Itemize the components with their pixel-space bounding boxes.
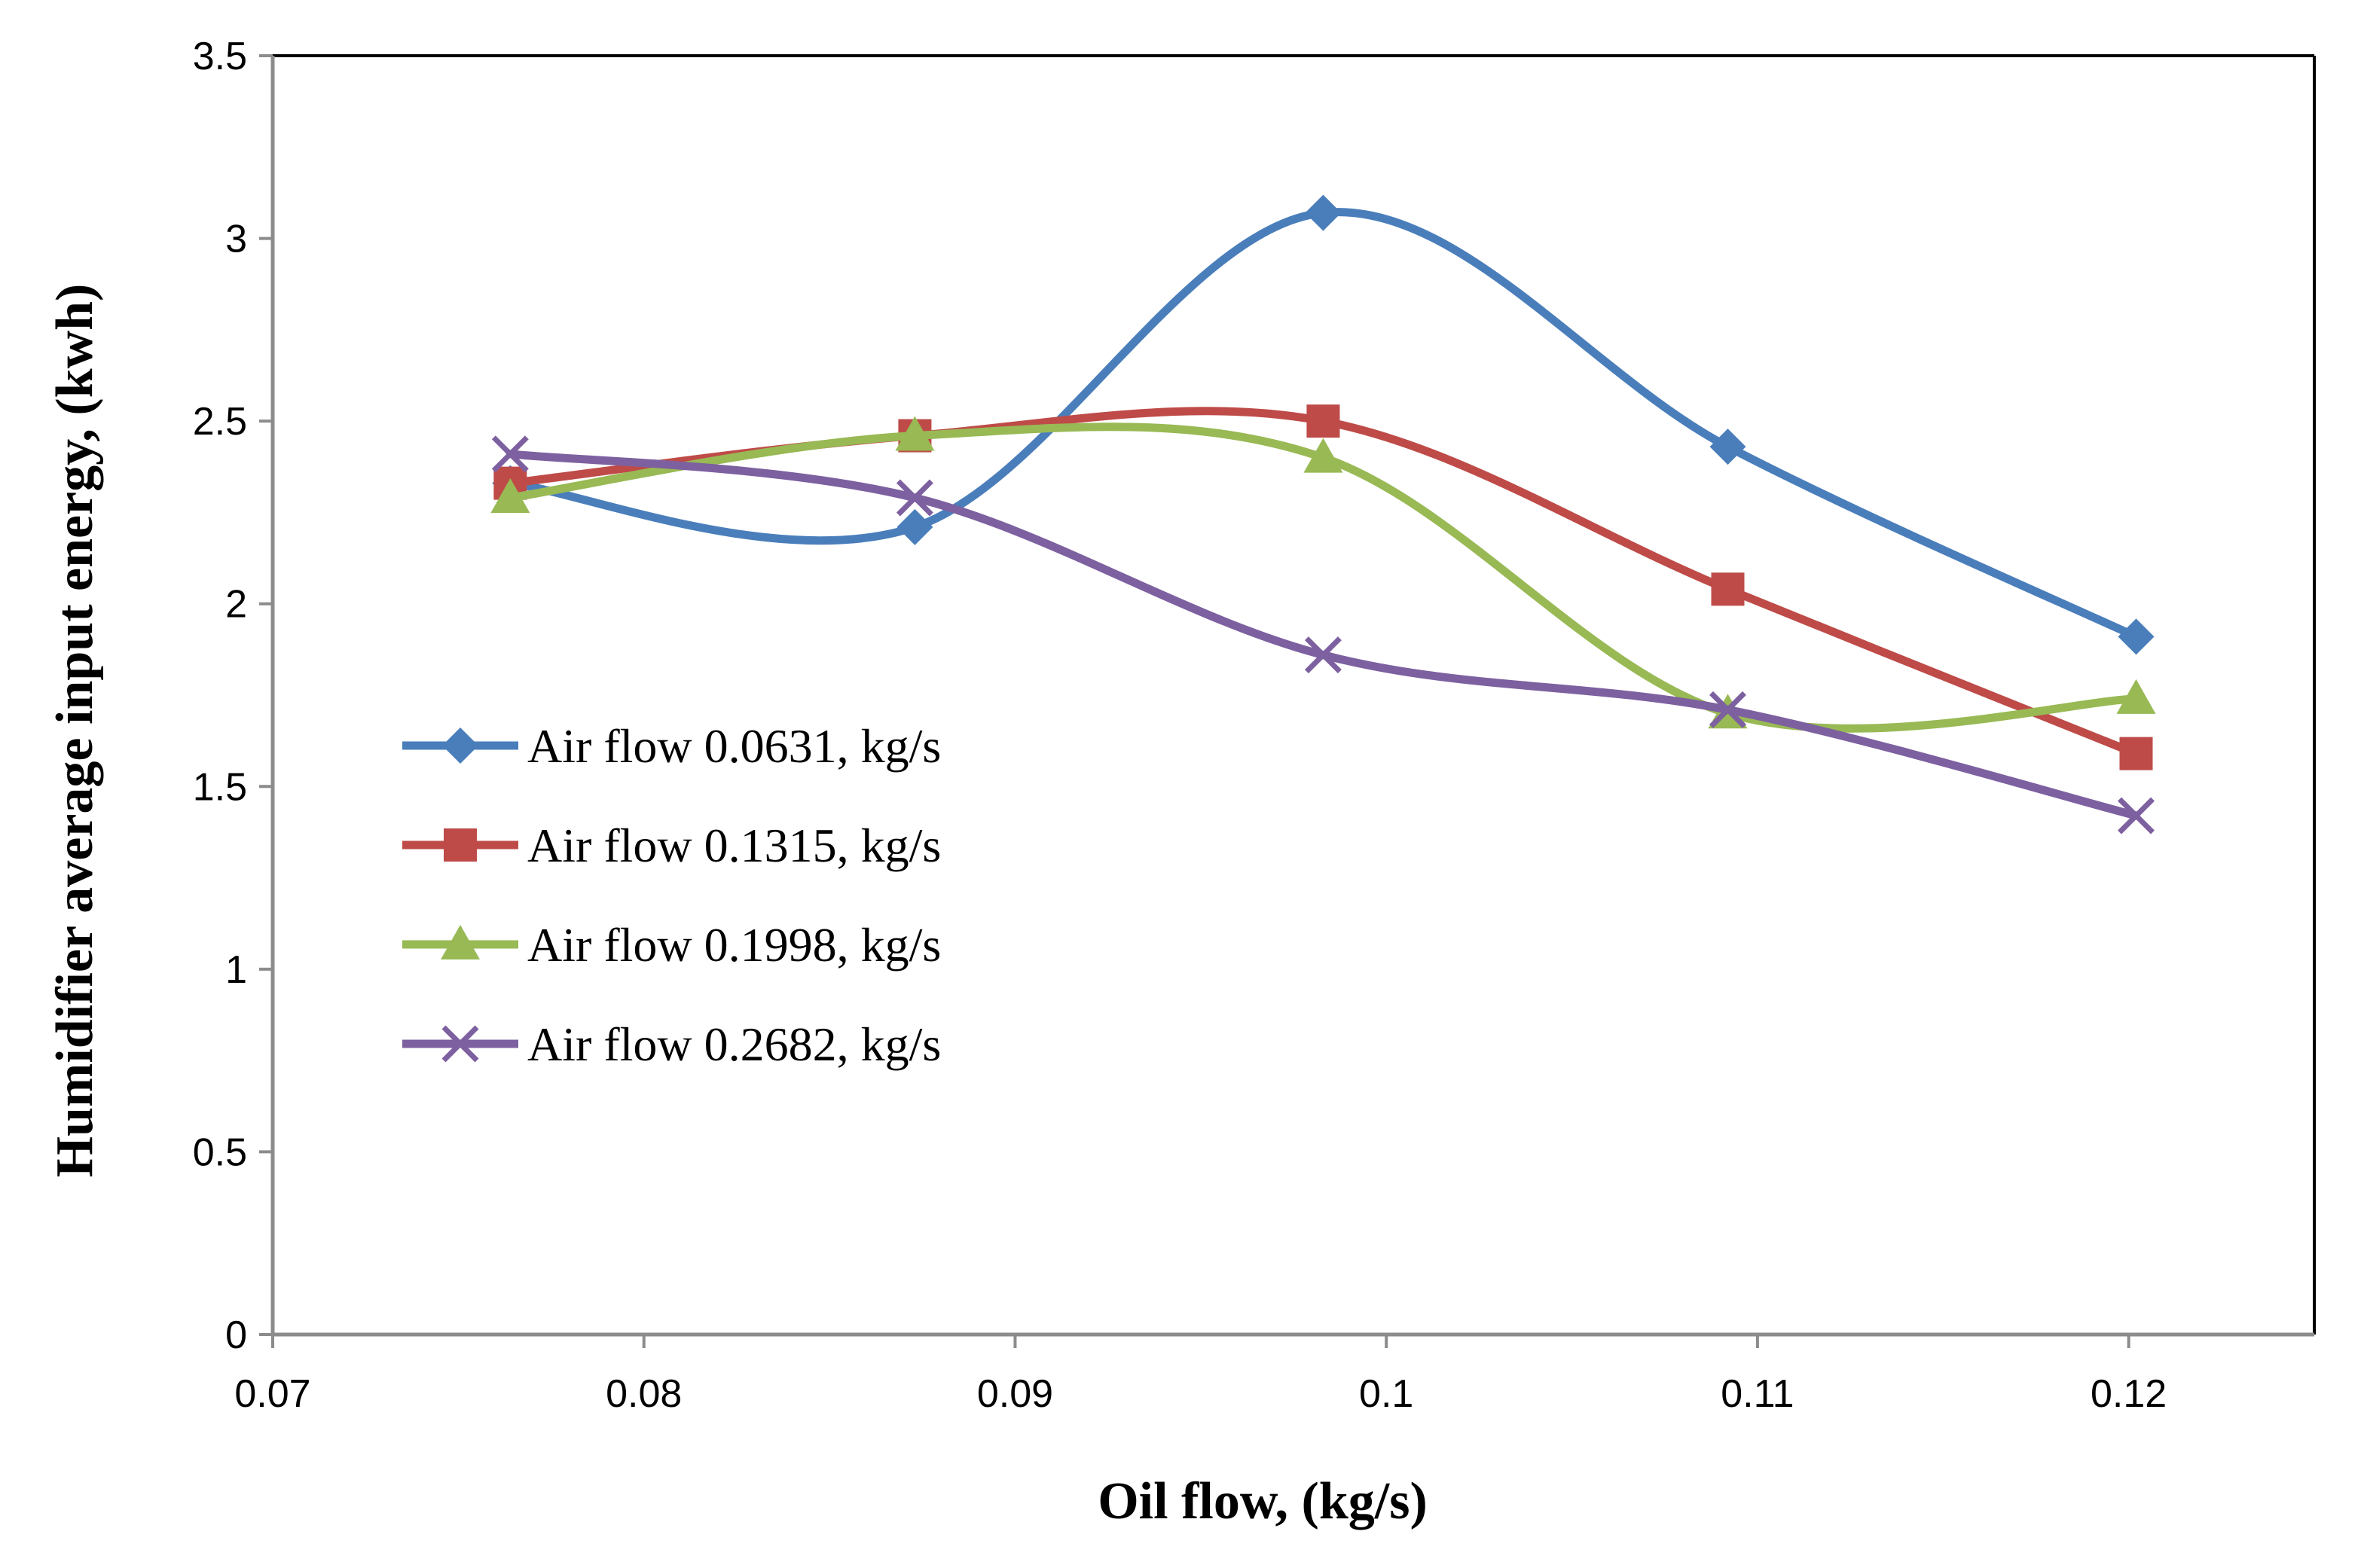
data-point [1709,429,1746,465]
data-point [491,435,529,473]
x-tick-label: 0.08 [606,1372,682,1416]
data-point [1709,691,1746,728]
legend-marker [442,728,478,764]
y-tick-label: 3 [225,218,247,261]
legend-label: Air flow 0.0631, kg/s [527,719,941,773]
x-axis-ticks: 0.07 0.08 0.09 0.1 0.11 0.12 [234,1335,2167,1416]
legend: Air flow 0.0631, kg/s Air flow 0.1315, kg… [402,719,941,1071]
x-tick-label: 0.09 [977,1372,1053,1416]
series-layer [490,194,2156,834]
legend-item: Air flow 0.0631, kg/s [402,719,941,773]
legend-marker [441,1025,479,1063]
legend-label: Air flow 0.1998, kg/s [527,918,941,972]
legend-label: Air flow 0.1315, kg/s [527,819,941,872]
y-tick-label: 1.5 [193,765,247,809]
legend-item: Air flow 0.2682, kg/s [402,1017,941,1071]
data-point [896,479,933,517]
y-tick-label: 1 [225,948,247,992]
data-point [1305,194,1342,231]
y-tick-label: 3.5 [193,35,247,78]
y-axis-ticks: 0 0.5 1 1.5 2 2.5 3 3.5 [193,35,273,1357]
data-point [1711,572,1745,606]
y-axis-title: Humidifier average input energy, (kwh) [46,284,104,1178]
legend-item: Air flow 0.1998, kg/s [402,918,941,972]
legend-marker [441,925,480,959]
x-axis-title: Oil flow, (kg/s) [1098,1472,1428,1530]
x-tick-label: 0.1 [1359,1372,1413,1416]
data-point [2116,679,2156,714]
data-point [896,508,933,545]
data-point [490,478,530,514]
y-tick-label: 0 [225,1313,247,1357]
series-4 [491,435,2155,834]
data-point [1304,636,1342,674]
legend-marker [444,828,477,862]
y-tick-label: 2 [225,583,247,627]
x-tick-label: 0.07 [234,1372,310,1416]
data-point [1306,404,1340,438]
data-point [2118,797,2155,834]
legend-label: Air flow 0.2682, kg/s [527,1017,941,1071]
data-point [895,416,935,451]
y-tick-label: 2.5 [193,400,247,444]
x-tick-label: 0.12 [2091,1372,2167,1416]
data-point [1303,438,1343,473]
x-tick-label: 0.11 [1721,1372,1794,1416]
data-point [2119,737,2153,770]
data-point [2118,618,2155,655]
plot-area [270,54,2316,1337]
y-tick-label: 0.5 [193,1130,247,1174]
legend-item: Air flow 0.1315, kg/s [402,819,941,872]
